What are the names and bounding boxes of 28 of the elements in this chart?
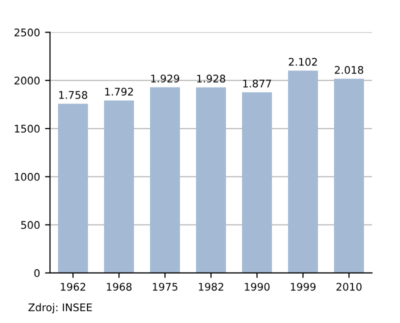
data-label: 1.792 xyxy=(105,88,133,96)
x-tick-label: 1962 xyxy=(60,282,86,291)
data-label: 1.929 xyxy=(151,74,180,82)
y-tick-label: 2000 xyxy=(14,76,40,85)
x-tick-label: 1968 xyxy=(106,282,132,291)
y-tick-label: 1500 xyxy=(14,124,40,133)
x-tick-label: 2010 xyxy=(336,282,362,291)
text: Zdroj: INSEE xyxy=(28,303,92,314)
bar xyxy=(288,70,318,273)
bar xyxy=(196,87,226,273)
bar xyxy=(58,104,88,273)
bar xyxy=(242,92,272,273)
x-tick-label: 1990 xyxy=(244,282,270,291)
x-tick-label: 1999 xyxy=(290,282,316,291)
data-label: 2.018 xyxy=(334,66,364,74)
y-tick-label: 0 xyxy=(34,269,40,278)
data-label: 1.877 xyxy=(243,80,272,88)
data-label: 1.928 xyxy=(197,74,226,83)
y-tick-label: 1000 xyxy=(14,172,40,181)
y-tick-label: 2500 xyxy=(14,28,40,36)
y-tick-label: 500 xyxy=(21,221,40,229)
data-label: 2.102 xyxy=(288,58,317,66)
bar xyxy=(334,78,364,273)
bar xyxy=(150,87,180,273)
bar xyxy=(104,100,134,273)
data-label: 1.758 xyxy=(59,91,88,99)
x-tick-label: 1975 xyxy=(152,282,178,291)
x-tick-label: 1982 xyxy=(198,282,224,291)
